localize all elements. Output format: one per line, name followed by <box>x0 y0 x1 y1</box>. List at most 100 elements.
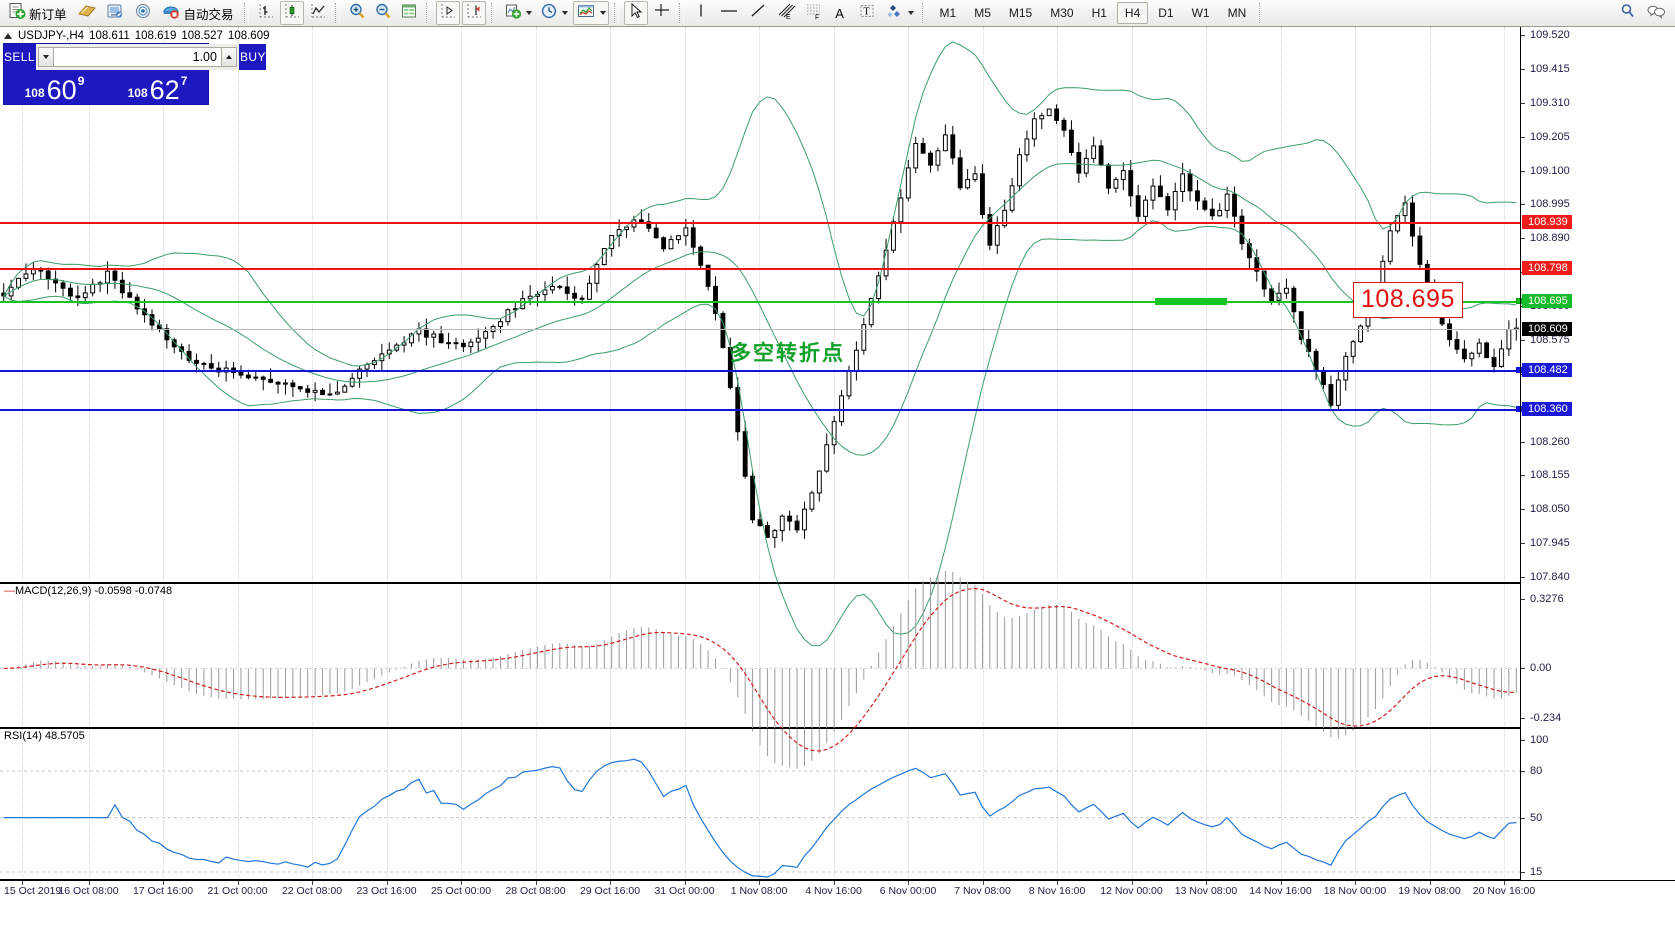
volume-input[interactable] <box>53 46 221 67</box>
price-axis-tick: 109.520 <box>1521 29 1570 41</box>
time-axis-tick <box>1131 881 1133 885</box>
cursor-tool-button[interactable] <box>623 1 648 25</box>
trendline-tool-button[interactable] <box>745 1 771 25</box>
macd-axis-tick: 0.3276 <box>1521 593 1564 605</box>
fibonacci-icon: F <box>804 2 824 25</box>
bar-chart-button[interactable] <box>254 1 278 25</box>
time-axis-label: 25 Oct 00:00 <box>430 885 492 897</box>
chat-button[interactable] <box>1642 1 1670 25</box>
level-anchor-handle[interactable] <box>1516 406 1522 413</box>
fibonacci-tool-button[interactable]: F <box>801 1 827 25</box>
trend-zone-highlight[interactable] <box>1155 298 1227 306</box>
price-badge-level[interactable]: 108.798 <box>1522 260 1572 275</box>
chart-vertical-gridline <box>1057 583 1058 728</box>
price-level-line[interactable] <box>0 369 1520 372</box>
timeframe-m15[interactable]: M15 <box>1008 6 1033 20</box>
rsi-axis[interactable]: 100 80 50 15 <box>1520 728 1675 880</box>
mql5-community-button[interactable] <box>74 1 100 25</box>
horizontal-line-tool-button[interactable] <box>715 1 743 25</box>
volume-increase-button[interactable] <box>220 46 237 67</box>
price-level-line[interactable] <box>0 301 1520 304</box>
level-anchor-handle[interactable] <box>1516 366 1522 373</box>
vertical-line-icon <box>694 2 708 25</box>
price-level-line[interactable] <box>0 267 1520 270</box>
templates-button[interactable] <box>572 1 609 25</box>
timeframe-mn[interactable]: MN <box>1227 6 1247 20</box>
data-window-button[interactable] <box>397 1 421 25</box>
timeframe-m30[interactable]: M30 <box>1050 6 1074 20</box>
market-button[interactable] <box>102 1 128 25</box>
timeframe-d1[interactable]: D1 <box>1158 6 1174 20</box>
macd-axis[interactable]: 0.3276 0.00 -0.234 <box>1520 583 1675 728</box>
sell-price[interactable]: 108 60 9 <box>4 69 105 104</box>
chevron-down-icon-3[interactable] <box>599 11 606 15</box>
price-badge-level[interactable]: 108.360 <box>1522 402 1572 417</box>
templates-icon <box>576 2 596 25</box>
zoom-in-button[interactable] <box>345 1 369 25</box>
buy-price[interactable]: 108 62 7 <box>107 69 208 104</box>
rsi-plot <box>0 758 1520 878</box>
svg-text:T: T <box>863 6 869 17</box>
chart-vertical-gridline <box>22 583 23 728</box>
price-axis[interactable]: 109.520 109.415 109.310 109.205 109.100 108.9… <box>1520 27 1675 583</box>
auto-scroll-button[interactable] <box>435 1 460 25</box>
level-anchor-handle[interactable] <box>1516 298 1522 305</box>
price-axis-tick: 108.260 <box>1521 436 1570 448</box>
timeframe-w1[interactable]: W1 <box>1191 6 1210 20</box>
timeframe-h4[interactable]: H4 <box>1116 2 1149 24</box>
chart-area[interactable]: USDJPY-,H4 108.611 108.619 108.527 108.6… <box>0 27 1675 948</box>
price-level-line[interactable] <box>0 222 1520 225</box>
time-axis-tick <box>684 881 686 885</box>
sell-button[interactable]: SELL <box>4 44 35 70</box>
text-tool-button[interactable]: A <box>829 1 853 25</box>
zoom-out-button[interactable] <box>371 1 395 25</box>
macd-pane[interactable]: —MACD(12,26,9) -0.0598 -0.0748 0.3276 0.0… <box>0 570 1675 769</box>
chart-vertical-gridline <box>759 728 760 880</box>
price-callout-box[interactable]: 108.695 <box>1353 282 1463 319</box>
search-button[interactable] <box>1616 1 1640 25</box>
volume-decrease-button[interactable] <box>37 46 54 67</box>
one-click-trade-panel[interactable]: SELL BUY 108 60 9 108 62 7 <box>3 43 266 105</box>
time-axis-label: 15 Oct 2019 <box>4 885 62 897</box>
chart-vertical-gridline <box>386 27 388 583</box>
indicators-button[interactable] <box>501 1 535 25</box>
price-badge-level[interactable]: 108.695 <box>1522 294 1572 309</box>
new-order-button[interactable]: 新订单 <box>5 1 72 25</box>
chart-vertical-gridline <box>908 728 909 880</box>
chevron-down-icon-2[interactable] <box>561 11 568 15</box>
chart-vertical-gridline <box>386 728 388 880</box>
timeframe-h1[interactable]: H1 <box>1091 6 1107 20</box>
chart-vertical-gridline <box>88 583 90 728</box>
sell-price-prefix: 108 <box>24 86 45 100</box>
auto-trading-button[interactable]: 自动交易 <box>158 1 239 25</box>
rsi-pane[interactable]: RSI(14) 48.5705 100 80 50 15 15 Oct 2019 16 … <box>0 728 1675 908</box>
price-level-line[interactable] <box>0 328 1520 330</box>
price-badge-last-price[interactable]: 108.609 <box>1522 321 1572 336</box>
price-pane[interactable]: USDJPY-,H4 108.611 108.619 108.527 108.6… <box>0 27 1675 647</box>
timeframe-m1[interactable]: M1 <box>939 6 957 20</box>
chevron-down-icon[interactable] <box>525 11 532 15</box>
volume-stepper[interactable] <box>34 44 240 70</box>
buy-button[interactable]: BUY <box>239 44 266 70</box>
chart-vertical-gridline <box>833 27 835 583</box>
time-axis[interactable]: 15 Oct 2019 16 Oct 08:00 17 Oct 16:00 21 Oc… <box>0 880 1675 908</box>
text-label-icon: T <box>858 2 876 25</box>
chevron-down-icon-4[interactable] <box>907 11 914 15</box>
shapes-tool-button[interactable] <box>881 1 917 25</box>
price-badge-level[interactable]: 108.482 <box>1522 362 1572 377</box>
channel-tool-button[interactable]: E <box>773 1 799 25</box>
price-level-line[interactable] <box>0 409 1520 412</box>
chart-annotation-text[interactable]: 多空转折点 <box>730 341 845 365</box>
periods-button[interactable] <box>537 1 571 25</box>
chart-shift-button[interactable] <box>461 1 486 25</box>
line-chart-button[interactable] <box>306 1 330 25</box>
text-label-tool-button[interactable]: T <box>855 1 879 25</box>
autotrade-icon <box>161 2 181 25</box>
chart-vertical-gridline <box>1355 583 1356 728</box>
signals-button[interactable] <box>130 1 156 25</box>
crosshair-tool-button[interactable] <box>650 1 674 25</box>
vertical-line-tool-button[interactable] <box>689 1 713 25</box>
candlestick-chart-button[interactable] <box>279 1 304 25</box>
timeframe-m5[interactable]: M5 <box>974 6 991 20</box>
price-badge-level[interactable]: 108.939 <box>1522 215 1572 230</box>
